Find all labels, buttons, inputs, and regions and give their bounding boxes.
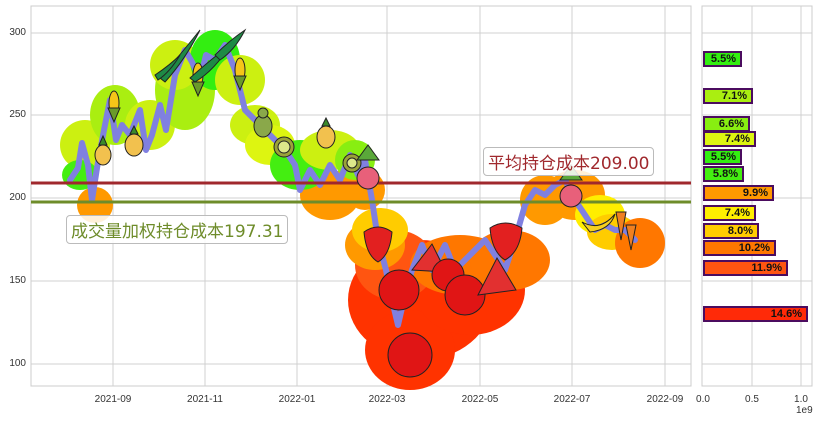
apple-icon [387,332,433,378]
banana-icon [581,213,616,233]
volume-bar: 5.5% [703,51,742,67]
volume-bar: 9.9% [703,185,774,201]
x-tick-label: 2022-07 [553,394,591,405]
avg-cost-annotation: 平均持仓成本209.00 [483,147,655,176]
volume-bar: 5.5% [703,149,742,165]
volume-bar: 7.4% [703,205,756,221]
volume-bar: 14.6% [703,306,808,322]
strawberry-icon [363,226,393,263]
volume-scale-label: 1e9 [796,405,813,416]
y-tick-label: 150 [9,275,26,286]
x-tick-label: 2022-03 [368,394,406,405]
peas-icon [214,28,247,61]
x-tick-label: 2022-01 [278,394,316,405]
volume-bar: 10.2% [703,240,776,256]
volume-bar: 6.6% [703,116,750,132]
corn-icon [107,90,121,124]
pineapple-icon [316,116,336,149]
volume-bar: 8.0% [703,223,759,239]
volume-bar: 11.9% [703,260,788,276]
x-tick-label: 2022-05 [461,394,499,405]
corn-icon [233,57,247,92]
volume-bar: 7.4% [703,131,756,147]
volume-x-tick: 0.5 [745,394,759,405]
y-tick-label: 250 [9,109,26,120]
radish-icon [356,144,380,190]
volume-bar: 5.8% [703,166,744,182]
x-tick-label: 2021-09 [94,394,132,405]
volume-x-tick: 1.0 [794,394,808,405]
vw-cost-annotation: 成交量加权持仓成本197.31 [66,215,289,244]
kiwi-icon [342,153,362,173]
strawberry-icon [489,222,523,261]
peas-icon [154,54,181,81]
watermelon-icon [477,256,517,296]
apple-icon [378,269,420,311]
pineapple-icon [124,124,144,157]
volume-bar: 7.1% [703,88,753,104]
x-tick-label: 2021-11 [187,394,223,405]
pear-icon [253,107,273,138]
volume-x-tick: 0.0 [696,394,710,405]
price-line [67,42,638,328]
carrot-icon [615,211,637,251]
apple-icon [444,274,486,316]
x-tick-label: 2022-09 [646,394,684,405]
pineapple-icon [94,134,112,166]
y-tick-label: 300 [9,27,26,38]
y-tick-label: 100 [9,358,26,369]
y-tick-label: 200 [9,192,26,203]
kiwi-icon [273,136,295,158]
fruit-markers [94,28,637,378]
